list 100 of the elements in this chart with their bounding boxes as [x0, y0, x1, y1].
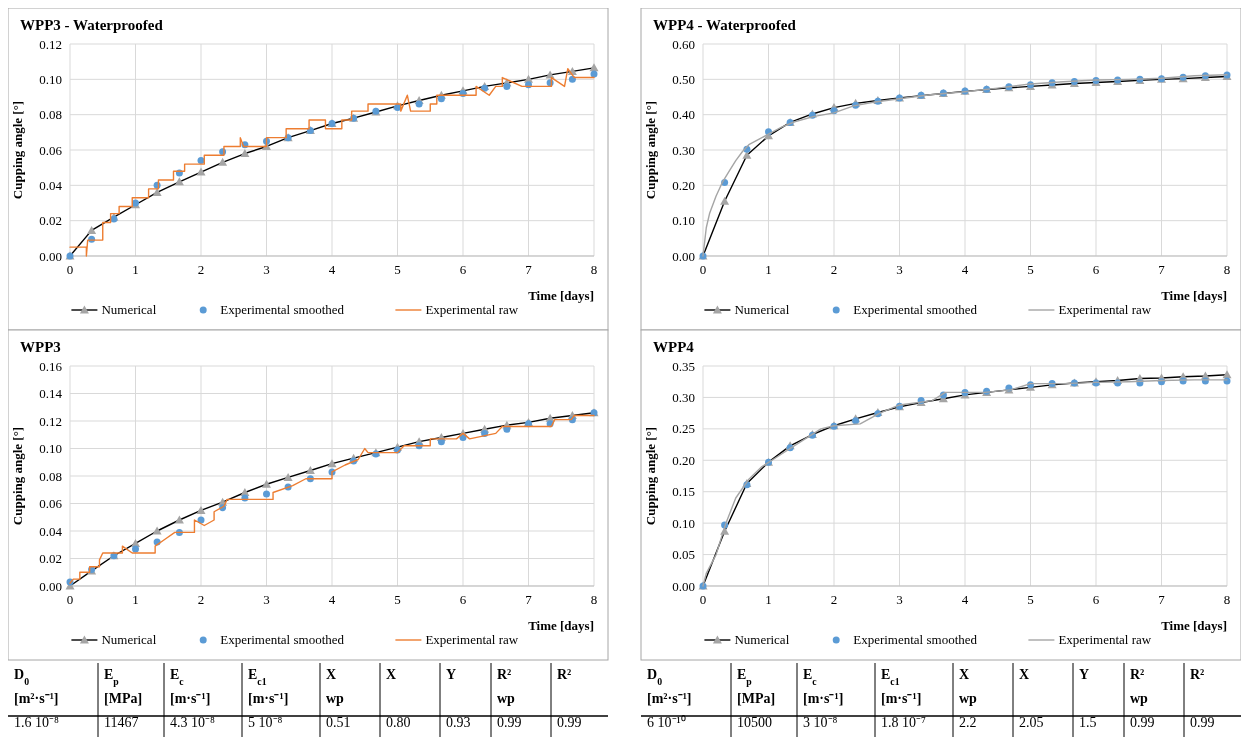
- legend-label: Experimental smoothed: [220, 302, 345, 317]
- text: E$_{p}$ [MPa] 10500: [737, 667, 776, 730]
- x-tick-label: 3: [896, 262, 903, 277]
- y-tick-label: 0.30: [672, 389, 695, 405]
- y-tick-label: 0.10: [672, 515, 695, 531]
- y-tick-label: 0.06: [39, 496, 63, 512]
- x-tick-label: 8: [590, 592, 598, 607]
- text: X 2.05: [1019, 667, 1044, 730]
- text: E$_{c}$ [m·s⁻¹] 4.3 10⁻⁸: [170, 667, 215, 730]
- x-tick-label: 6: [459, 592, 467, 607]
- y-tick-label: 0.15: [672, 484, 695, 500]
- x-tick-label: 4: [961, 262, 969, 277]
- legend-label: Experimental raw: [1058, 632, 1152, 647]
- x-tick-label: 4: [328, 262, 336, 277]
- x-tick-label: 5: [394, 592, 401, 607]
- x-tick-label: 0: [699, 592, 707, 607]
- y-tick-label: 0.60: [672, 36, 695, 52]
- legend-label: Experimental smoothed: [853, 302, 978, 317]
- y-tick-label: 0.16: [39, 358, 63, 374]
- y-tick-label: 0.10: [672, 213, 695, 229]
- chart-title: WPP3: [20, 339, 61, 355]
- y-tick-label: 0.35: [672, 358, 695, 374]
- text: E$_{c}$ [m·s⁻¹] 3 10⁻⁸: [803, 667, 844, 730]
- text: X wp 0.51: [326, 667, 351, 730]
- y-tick-label: 0.40: [672, 107, 695, 123]
- x-tick-label: 0: [66, 262, 74, 277]
- text: Y 1.5: [1079, 667, 1097, 730]
- x-axis-title: Time [days]: [528, 288, 594, 303]
- x-tick-label: 2: [197, 262, 205, 277]
- text: D$_{0}$ [m²·s⁻¹] 1.6 10⁻⁸: [14, 667, 59, 730]
- y-tick-label: 0.30: [672, 142, 695, 158]
- text: R² 0.99: [1190, 667, 1215, 730]
- y-tick-label: 0.00: [672, 248, 695, 264]
- x-axis-title: Time [days]: [1161, 618, 1227, 633]
- y-tick-label: 0.10: [39, 441, 62, 457]
- x-axis-title: Time [days]: [1161, 288, 1227, 303]
- y-axis-title: Cupping angle [°]: [643, 426, 658, 526]
- x-tick-label: 0: [699, 262, 707, 277]
- x-tick-label: 3: [263, 592, 270, 607]
- legend-label: Experimental raw: [425, 632, 519, 647]
- x-axis-title: Time [days]: [528, 618, 594, 633]
- y-tick-label: 0.06: [39, 142, 63, 158]
- x-tick-label: 5: [1027, 592, 1034, 607]
- legend-label: Experimental smoothed: [853, 632, 978, 647]
- y-tick-label: 0.20: [672, 177, 695, 193]
- y-tick-label: 0.08: [39, 107, 62, 123]
- text: X 0.80: [386, 667, 411, 730]
- x-tick-label: 4: [961, 592, 969, 607]
- y-tick-label: 0.00: [39, 578, 62, 594]
- text: D$_{0}$ [m²·s⁻¹] 6 10⁻¹⁰: [647, 667, 692, 730]
- y-tick-label: 0.04: [39, 523, 63, 539]
- legend-label: Numerical: [734, 302, 790, 317]
- x-tick-label: 3: [896, 592, 903, 607]
- x-tick-label: 1: [765, 592, 772, 607]
- x-tick-label: 8: [1223, 592, 1231, 607]
- y-tick-label: 0.10: [39, 71, 62, 87]
- x-tick-label: 3: [263, 262, 270, 277]
- x-tick-label: 1: [765, 262, 772, 277]
- x-tick-label: 6: [1092, 592, 1100, 607]
- x-tick-label: 7: [1158, 262, 1166, 277]
- y-tick-label: 0.25: [672, 421, 695, 437]
- x-tick-label: 7: [525, 262, 533, 277]
- y-tick-label: 0.00: [39, 248, 62, 264]
- text: E$_{p}$ [MPa] 11467: [104, 667, 143, 730]
- y-tick-label: 0.20: [672, 452, 695, 468]
- legend-label: Experimental raw: [425, 302, 519, 317]
- x-tick-label: 7: [1158, 592, 1166, 607]
- x-tick-label: 0: [66, 592, 74, 607]
- legend-label: Numerical: [734, 632, 790, 647]
- y-tick-label: 0.12: [39, 413, 62, 429]
- text: X wp 2.2: [959, 667, 978, 730]
- text: E$_{c1}$ [m·s⁻¹] 5 10⁻⁸: [248, 667, 289, 730]
- legend-label: Numerical: [101, 632, 157, 647]
- x-tick-label: 8: [590, 262, 598, 277]
- y-tick-label: 0.14: [39, 386, 63, 402]
- y-tick-label: 0.08: [39, 468, 62, 484]
- x-tick-label: 2: [197, 592, 205, 607]
- x-tick-label: 8: [1223, 262, 1231, 277]
- x-tick-label: 1: [132, 262, 139, 277]
- text: R² 0.99: [557, 667, 582, 730]
- y-tick-label: 0.02: [39, 551, 62, 567]
- text: R² wp 0.99: [497, 667, 522, 730]
- y-tick-label: 0.02: [39, 213, 62, 229]
- chart-title: WPP3 - Waterproofed: [20, 17, 164, 33]
- text: R² wp 0.99: [1130, 667, 1155, 730]
- text: E$_{c1}$ [m·s⁻¹] 1.8 10⁻⁷: [881, 667, 926, 730]
- y-axis-title: Cupping angle [°]: [10, 100, 25, 200]
- x-tick-label: 1: [132, 592, 139, 607]
- x-tick-label: 7: [525, 592, 533, 607]
- chart-title: WPP4: [653, 339, 695, 355]
- x-tick-label: 4: [328, 592, 336, 607]
- x-tick-label: 2: [830, 262, 838, 277]
- x-tick-label: 6: [1092, 262, 1100, 277]
- text: Y 0.93: [446, 667, 471, 730]
- y-tick-label: 0.00: [672, 578, 695, 594]
- legend-label: Experimental raw: [1058, 302, 1152, 317]
- legend-label: Experimental smoothed: [220, 632, 345, 647]
- y-tick-label: 0.05: [672, 547, 695, 563]
- y-axis-title: Cupping angle [°]: [643, 100, 658, 200]
- y-axis-title: Cupping angle [°]: [10, 426, 25, 526]
